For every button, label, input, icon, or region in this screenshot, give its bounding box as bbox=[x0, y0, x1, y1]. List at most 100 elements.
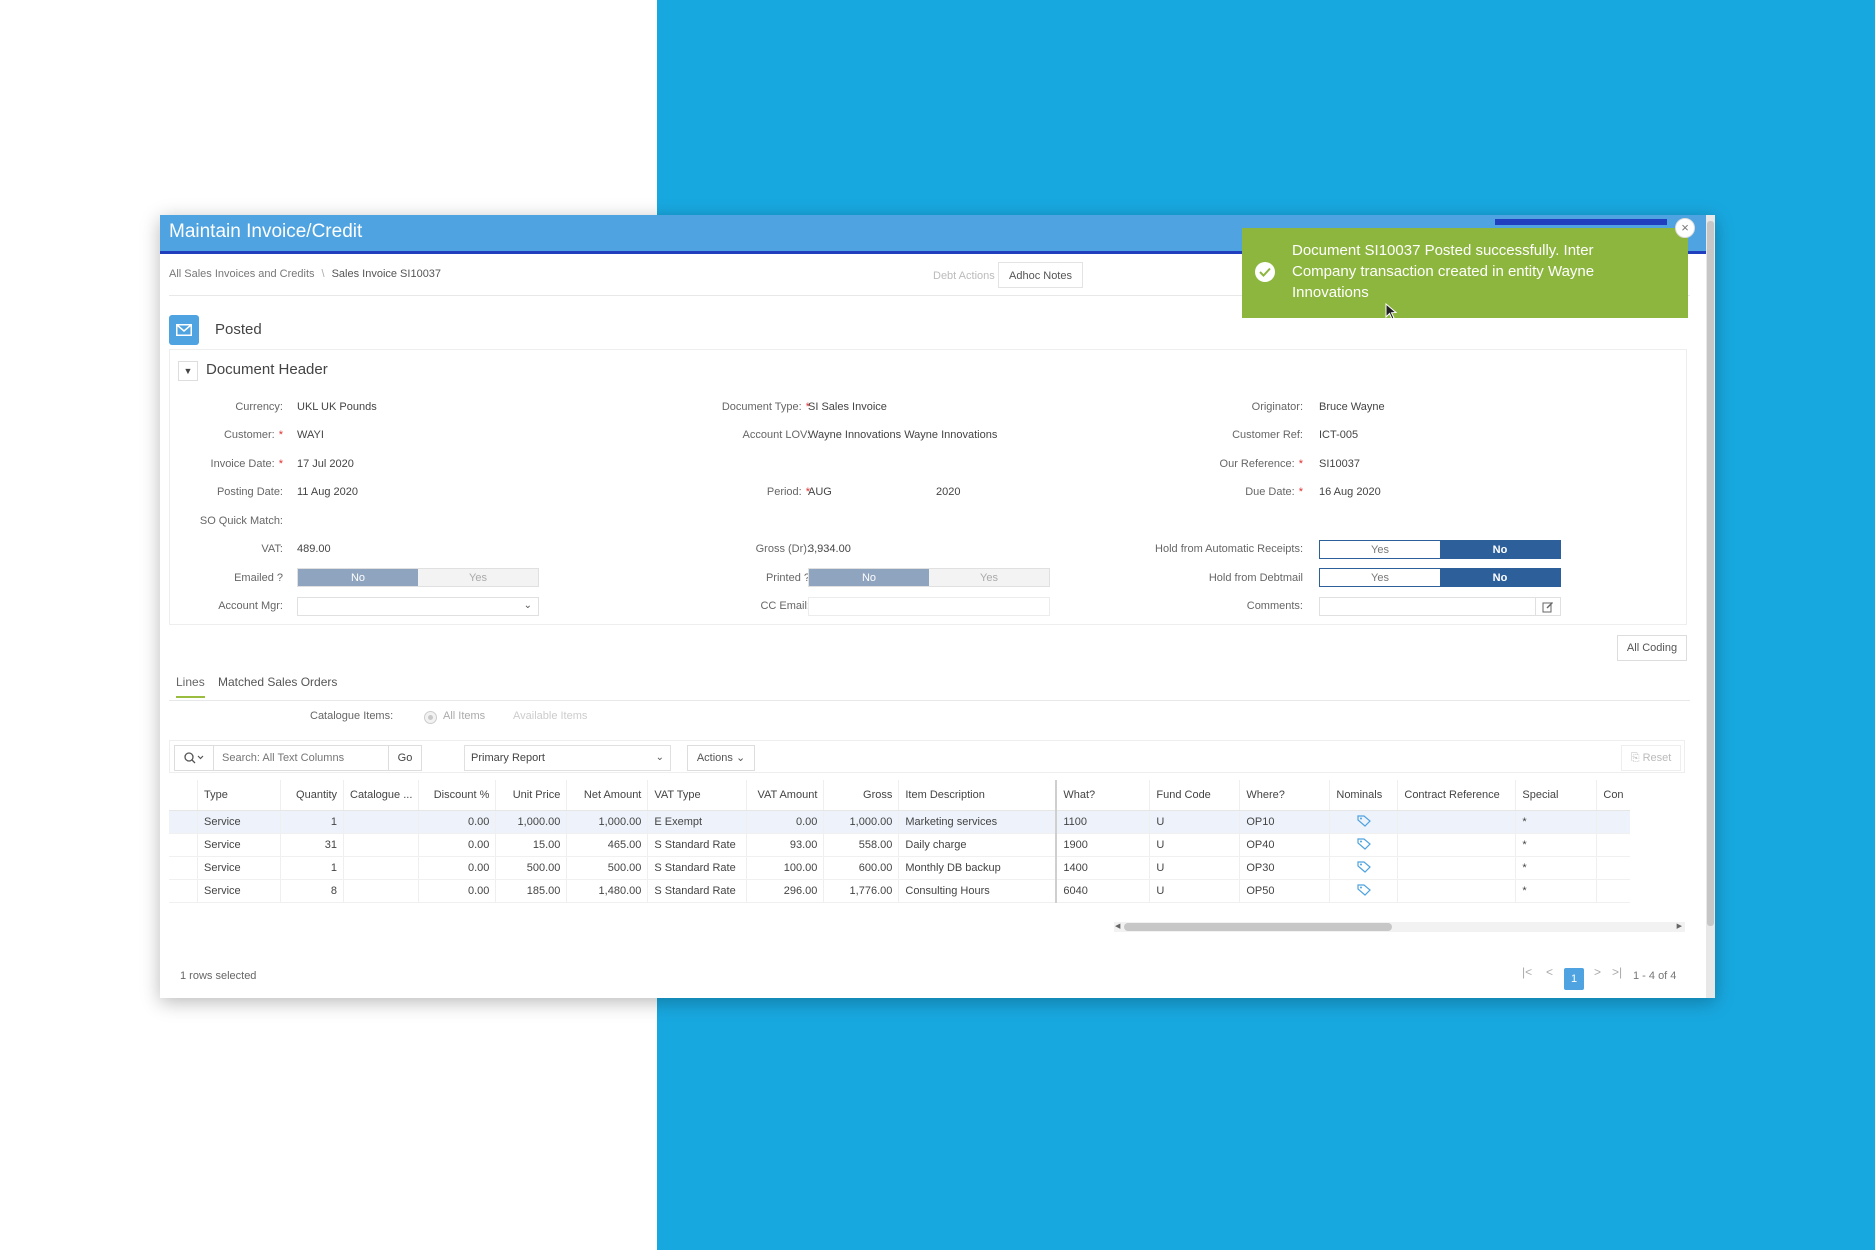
our-reference-value[interactable]: SI10037 bbox=[1319, 458, 1360, 470]
column-header-type[interactable]: Type bbox=[197, 780, 281, 811]
lines-grid: Type Quantity Catalogue ... Discount % U… bbox=[169, 780, 1630, 903]
current-page-button[interactable]: 1 bbox=[1564, 968, 1584, 990]
scroll-right-icon[interactable]: ▶ bbox=[1676, 923, 1682, 930]
row-selector[interactable] bbox=[169, 879, 198, 903]
tab-lines[interactable]: Lines bbox=[176, 675, 205, 698]
tag-icon[interactable] bbox=[1329, 833, 1399, 857]
column-header-quantity[interactable]: Quantity bbox=[280, 780, 344, 811]
invoice-window: Maintain Invoice/Credit All Sales Invoic… bbox=[160, 215, 1715, 998]
chevron-down-icon: ⌄ bbox=[735, 752, 746, 764]
customer-value[interactable]: WAYI bbox=[297, 429, 324, 441]
hold-auto-receipts-yes-option[interactable]: Yes bbox=[1320, 541, 1440, 558]
row-selector[interactable] bbox=[169, 856, 198, 880]
printed-yes-option[interactable]: Yes bbox=[929, 569, 1049, 586]
column-header-contract-reference[interactable]: Contract Reference bbox=[1397, 780, 1517, 811]
currency-value[interactable]: UKL UK Pounds bbox=[297, 401, 377, 413]
section-title: Document Header bbox=[206, 361, 328, 378]
column-header-con[interactable]: Con bbox=[1596, 780, 1630, 811]
comments-label: Comments: bbox=[1246, 600, 1303, 612]
vat-value: 489.00 bbox=[297, 543, 331, 555]
column-header-gross[interactable]: Gross bbox=[823, 780, 900, 811]
tabs-divider bbox=[169, 700, 1690, 701]
column-header-what[interactable]: What? bbox=[1056, 780, 1151, 811]
due-date-value[interactable]: 16 Aug 2020 bbox=[1319, 486, 1381, 498]
document-type-value[interactable]: SI Sales Invoice bbox=[808, 401, 887, 413]
emailed-label: Emailed ? bbox=[234, 572, 283, 584]
cell-con bbox=[1596, 856, 1630, 880]
all-coding-button[interactable]: All Coding bbox=[1617, 635, 1687, 661]
hold-debtmail-no-option[interactable]: No bbox=[1440, 569, 1560, 586]
table-row[interactable]: Service 1 0.00 500.00 500.00 S Standard … bbox=[169, 856, 1630, 880]
cc-email-input[interactable] bbox=[808, 597, 1050, 616]
available-items-label[interactable]: Available Items bbox=[513, 710, 588, 722]
table-row[interactable]: Service 31 0.00 15.00 465.00 S Standard … bbox=[169, 833, 1630, 857]
table-row[interactable]: Service 8 0.00 185.00 1,480.00 S Standar… bbox=[169, 879, 1630, 903]
posting-date-value[interactable]: 11 Aug 2020 bbox=[297, 486, 358, 498]
previous-page-icon[interactable]: < bbox=[1546, 965, 1554, 979]
column-header-where[interactable]: Where? bbox=[1239, 780, 1331, 811]
scrollbar-thumb[interactable] bbox=[1124, 923, 1392, 931]
hold-debtmail-toggle[interactable]: Yes No bbox=[1319, 568, 1561, 587]
last-page-icon[interactable]: >| bbox=[1612, 965, 1623, 979]
all-items-label[interactable]: All Items bbox=[443, 710, 486, 722]
search-input[interactable] bbox=[214, 746, 388, 770]
comments-input[interactable] bbox=[1319, 597, 1561, 616]
cell-item-description: Marketing services bbox=[898, 810, 1058, 834]
first-page-icon[interactable]: |< bbox=[1522, 965, 1533, 979]
emailed-toggle[interactable]: No Yes bbox=[297, 568, 539, 587]
emailed-yes-option[interactable]: Yes bbox=[418, 569, 538, 586]
tag-icon[interactable] bbox=[1329, 879, 1399, 903]
edit-icon[interactable] bbox=[1535, 598, 1560, 615]
search-icon[interactable] bbox=[175, 746, 214, 770]
report-select[interactable]: Primary Report ⌄ bbox=[464, 745, 671, 771]
go-button[interactable]: Go bbox=[388, 746, 421, 770]
printed-no-option[interactable]: No bbox=[809, 569, 929, 586]
column-header-vat-amount[interactable]: VAT Amount bbox=[746, 780, 825, 811]
account-mgr-select[interactable]: ⌄ bbox=[297, 597, 539, 616]
cell-vat-type: S Standard Rate bbox=[647, 833, 748, 857]
hold-debtmail-yes-option[interactable]: Yes bbox=[1320, 569, 1440, 586]
chevron-down-icon: ⌄ bbox=[655, 752, 664, 763]
table-row[interactable]: Service 1 0.00 1,000.00 1,000.00 E Exemp… bbox=[169, 810, 1630, 834]
actions-button[interactable]: Actions ⌄ bbox=[687, 745, 755, 771]
emailed-no-option[interactable]: No bbox=[298, 569, 418, 586]
horizontal-scrollbar[interactable]: ◀ ▶ bbox=[1114, 922, 1685, 932]
invoice-date-value[interactable]: 17 Jul 2020 bbox=[297, 458, 354, 470]
column-header-catalogue[interactable]: Catalogue ... bbox=[343, 780, 420, 811]
due-date-label: Due Date: * bbox=[1245, 486, 1303, 498]
hold-auto-receipts-no-option[interactable]: No bbox=[1440, 541, 1560, 558]
scrollbar-thumb[interactable] bbox=[1707, 221, 1714, 926]
period-year[interactable]: 2020 bbox=[936, 486, 961, 498]
column-header-vat-type[interactable]: VAT Type bbox=[647, 780, 748, 811]
column-header-unit-price[interactable]: Unit Price bbox=[495, 780, 568, 811]
column-header-nominals[interactable]: Nominals bbox=[1329, 780, 1399, 811]
adhoc-notes-button[interactable]: Adhoc Notes bbox=[998, 262, 1083, 288]
hold-auto-receipts-toggle[interactable]: Yes No bbox=[1319, 540, 1561, 559]
reset-button[interactable]: ⎘ Reset bbox=[1621, 745, 1681, 771]
all-items-radio[interactable] bbox=[424, 711, 437, 724]
account-lov-value[interactable]: Wayne Innovations Wayne Innovations bbox=[808, 429, 998, 441]
next-page-icon[interactable]: > bbox=[1594, 965, 1602, 979]
breadcrumb: All Sales Invoices and Credits \ Sales Inv… bbox=[169, 268, 441, 280]
row-selector[interactable] bbox=[169, 810, 198, 834]
cell-contract-reference bbox=[1397, 810, 1517, 834]
tag-icon[interactable] bbox=[1329, 856, 1399, 880]
check-circle-icon bbox=[1255, 262, 1275, 282]
breadcrumb-parent-link[interactable]: All Sales Invoices and Credits bbox=[169, 268, 315, 280]
tag-icon[interactable] bbox=[1329, 810, 1399, 834]
column-header-net-amount[interactable]: Net Amount bbox=[566, 780, 649, 811]
period-value[interactable]: AUG bbox=[808, 486, 832, 498]
column-header-discount[interactable]: Discount % bbox=[418, 780, 497, 811]
row-selector[interactable] bbox=[169, 833, 198, 857]
column-header-special[interactable]: Special bbox=[1515, 780, 1598, 811]
column-header-fund-code[interactable]: Fund Code bbox=[1149, 780, 1241, 811]
debt-actions-button[interactable]: Debt Actions bbox=[922, 262, 1006, 288]
printed-toggle[interactable]: No Yes bbox=[808, 568, 1050, 587]
tab-matched-sales-orders[interactable]: Matched Sales Orders bbox=[218, 675, 338, 689]
collapse-toggle-icon[interactable]: ▼ bbox=[178, 361, 198, 381]
column-header-item-description[interactable]: Item Description bbox=[898, 780, 1058, 811]
scroll-left-icon[interactable]: ◀ bbox=[1115, 923, 1121, 930]
customer-ref-value[interactable]: ICT-005 bbox=[1319, 429, 1359, 441]
window-vertical-scrollbar[interactable] bbox=[1706, 215, 1715, 998]
close-icon[interactable]: × bbox=[1675, 218, 1695, 238]
